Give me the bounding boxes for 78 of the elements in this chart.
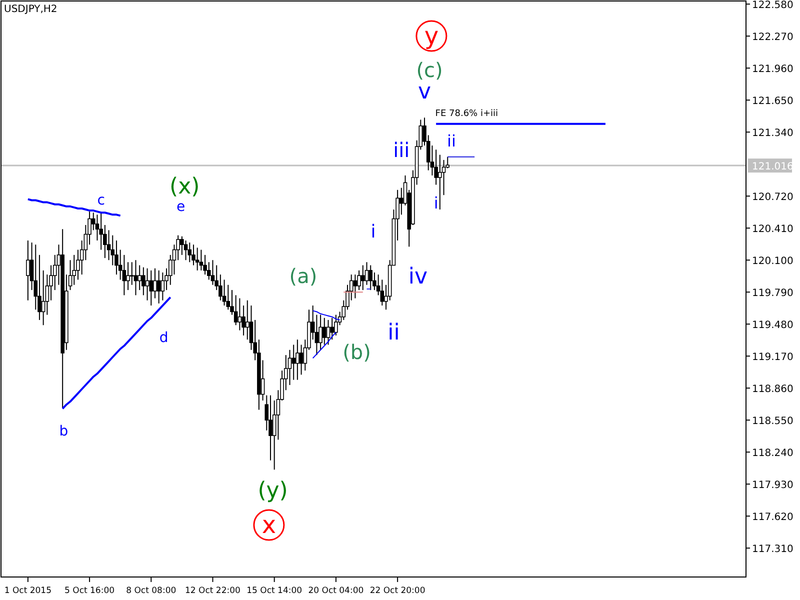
y-tick-label: 121.960 [752,64,794,76]
candlestick [122,254,126,296]
candlestick [41,270,46,326]
y-tick-label: 120.100 [752,256,794,268]
y-tick-label: 118.240 [752,448,794,460]
candlestick [114,240,118,276]
candlestick [353,274,358,299]
ref-line-label: 121.016 [752,162,794,173]
candlestick [299,344,304,376]
annotation: i [434,194,438,212]
candlestick [145,268,150,301]
y-tick-label: 120.720 [752,192,794,204]
candlestick [195,247,200,271]
candlestick [238,298,242,331]
candlestick [438,154,442,210]
annotation: iv [408,264,428,290]
candlestick [361,264,365,291]
line-series [62,296,172,410]
annotation: v [418,80,432,104]
annotation: ii [388,320,400,346]
y-tick-label: 120.410 [752,224,794,236]
x-tick-label: 12 Oct 22:00 [185,586,240,596]
annotation: d [159,330,168,346]
x-tick-label: 20 Oct 04:00 [308,586,364,596]
candlestick [245,300,250,340]
annotation: x [262,511,276,539]
annotation: (y) [258,478,288,504]
y-tick-label: 119.790 [752,288,794,300]
candlestick [156,270,161,304]
y-tick-label: 117.310 [752,544,794,556]
candlestick [334,314,338,336]
candlestick [130,262,134,286]
chart-title: USDJPY,H2 [4,4,58,15]
candlestick [188,242,192,263]
annotation: y [424,22,439,50]
y-tick-label: 121.340 [752,128,794,140]
x-tick-label: 1 Oct 2015 [4,586,52,596]
candlestick [268,394,272,461]
candlestick [326,319,330,346]
y-tick-label: 117.930 [752,480,794,492]
x-tick-label: 22 Oct 20:00 [370,586,426,596]
annotation: c [97,192,105,209]
candlestick [26,240,30,301]
annotation: e [176,199,186,215]
annotation: (c) [416,58,443,82]
x-tick-label: 5 Oct 16:00 [64,586,115,596]
annotation: iii [393,138,410,162]
candlestick [134,260,138,296]
y-tick-label: 117.620 [752,512,794,524]
x-tick-label: 8 Oct 08:00 [126,586,176,596]
y-tick-label: 118.550 [752,416,794,428]
line-series [26,198,122,217]
y-tick-label: 122.270 [752,32,794,44]
candlestick [368,264,372,291]
annotation: (x) [170,174,200,200]
y-tick-label: 121.650 [752,96,794,108]
y-tick-label: 119.480 [752,320,794,332]
y-tick-label: 119.170 [752,352,794,364]
annotation: b [59,424,68,440]
candlestick [153,268,157,299]
annotation: FE 78.6% i+iii [435,109,498,119]
candlestick [184,240,188,261]
candlestick [292,344,296,380]
candlestick [138,264,142,291]
candlestick [322,317,326,346]
annotation: (a) [289,264,318,288]
annotation: i [370,222,376,242]
candlestick [203,254,207,276]
candlestick [160,272,165,301]
annotation: (b) [342,340,371,364]
x-tick-label: 15 Oct 14:00 [246,586,302,596]
y-tick-label: 118.860 [752,384,794,396]
y-tick-label: 122.580 [752,0,794,12]
candlestick [149,270,154,306]
annotation: ii [447,131,456,150]
candlestick [126,262,130,291]
candlestick [296,339,300,380]
candlestick [330,317,334,340]
